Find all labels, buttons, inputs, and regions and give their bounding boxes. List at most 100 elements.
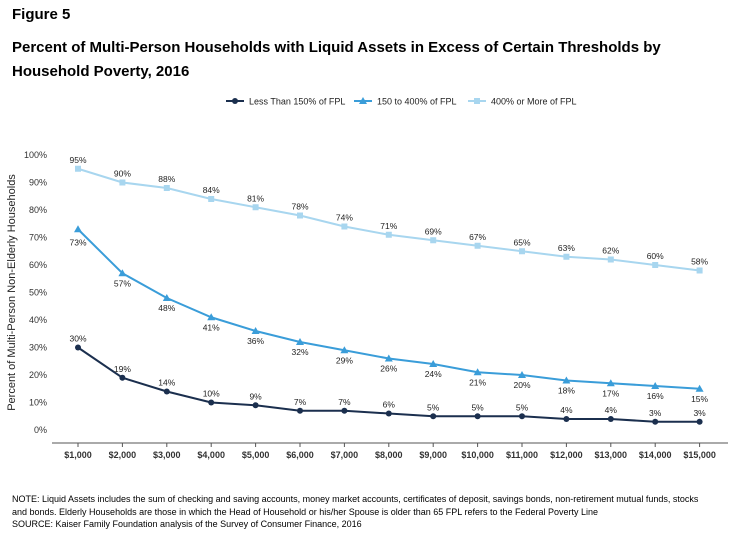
- data-label: 78%: [291, 202, 308, 212]
- legend-label: 150 to 400% of FPL: [377, 97, 457, 107]
- data-point: [562, 376, 571, 384]
- x-tick-label: $15,000: [683, 450, 716, 460]
- y-tick-label: 10%: [29, 398, 47, 408]
- data-label: 60%: [647, 251, 664, 261]
- data-label: 95%: [69, 155, 86, 165]
- x-tick-label: $4,000: [197, 450, 225, 460]
- data-point: [119, 374, 126, 381]
- data-point: [297, 407, 303, 414]
- data-label: 71%: [380, 221, 397, 231]
- x-tick-label: $10,000: [461, 450, 494, 460]
- y-tick-label: 0%: [34, 425, 47, 435]
- y-tick-label: 30%: [29, 343, 47, 353]
- source-text: SOURCE: Kaiser Family Foundation analysi…: [12, 519, 362, 529]
- x-tick-label: $1,000: [64, 450, 92, 460]
- data-point: [474, 413, 481, 420]
- data-label: 5%: [471, 402, 484, 412]
- x-tick-label: $6,000: [286, 450, 314, 460]
- data-point: [75, 165, 81, 172]
- data-label: 65%: [513, 237, 530, 247]
- data-point: [162, 294, 171, 301]
- y-tick-label: 40%: [29, 315, 47, 325]
- data-point: [118, 269, 127, 277]
- data-label: 84%: [203, 185, 220, 195]
- legend-label: Less Than 150% of FPL: [249, 97, 345, 107]
- y-tick-label: 100%: [24, 150, 47, 160]
- data-label: 32%: [291, 347, 308, 357]
- data-label: 26%: [380, 364, 397, 374]
- data-point: [252, 204, 259, 211]
- data-label: 90%: [114, 169, 131, 179]
- y-tick-label: 60%: [29, 260, 47, 270]
- data-point: [518, 371, 526, 378]
- data-point: [297, 212, 303, 219]
- y-tick-label: 20%: [29, 370, 47, 380]
- legend-marker: [359, 97, 367, 104]
- x-tick-label: $14,000: [639, 450, 672, 460]
- data-label: 41%: [203, 322, 220, 332]
- data-label: 20%: [513, 380, 530, 390]
- data-point: [696, 418, 703, 425]
- x-tick-label: $5,000: [242, 450, 270, 460]
- y-tick-label: 80%: [29, 205, 47, 215]
- data-point: [252, 402, 259, 409]
- data-point: [75, 344, 81, 351]
- data-point: [251, 327, 260, 334]
- data-point: [695, 384, 704, 392]
- data-point: [74, 225, 82, 233]
- data-point: [296, 338, 304, 345]
- data-label: 36%: [247, 336, 264, 346]
- data-point: [430, 237, 437, 244]
- data-label: 15%: [691, 394, 708, 404]
- data-point: [696, 267, 703, 274]
- data-point: [563, 253, 570, 260]
- x-tick-label: $2,000: [109, 450, 137, 460]
- data-point: [384, 354, 393, 362]
- y-axis-label: Percent of Multi-Person Non-Elderly Hous…: [6, 174, 18, 411]
- data-label: 62%: [602, 246, 619, 256]
- data-point: [430, 413, 437, 420]
- data-point: [341, 223, 348, 230]
- data-point: [651, 382, 660, 389]
- data-point: [163, 185, 170, 191]
- data-label: 58%: [691, 257, 708, 267]
- data-label: 16%: [647, 391, 664, 401]
- data-label: 18%: [558, 386, 575, 396]
- data-point: [208, 196, 215, 202]
- x-tick-label: $7,000: [331, 450, 359, 460]
- x-tick-label: $9,000: [419, 450, 447, 460]
- data-point: [340, 346, 349, 354]
- data-point: [519, 248, 525, 255]
- data-point: [385, 231, 392, 238]
- data-point: [341, 407, 348, 414]
- note-text: NOTE: Liquid Assets includes the sum of …: [12, 494, 699, 517]
- legend-label: 400% or More of FPL: [491, 97, 577, 107]
- data-label: 73%: [69, 237, 86, 247]
- notes: NOTE: Liquid Assets includes the sum of …: [12, 493, 712, 531]
- data-labels: 30% 19% 14% 10% 9% 7% 7% 6% 5% 5% 5% 4% 4% 3% 3% 73% 57%…: [69, 155, 708, 418]
- x-tick-label: $8,000: [375, 450, 403, 460]
- x-axis: $1,000 $2,000 $3,000 $4,000 $5,000 $6,000 $7,0…: [52, 442, 728, 460]
- data-label: 21%: [469, 377, 486, 387]
- data-point: [429, 360, 438, 367]
- data-label: 5%: [516, 402, 529, 412]
- data-point: [607, 416, 614, 422]
- data-label: 5%: [427, 402, 440, 412]
- data-label: 14%: [158, 378, 175, 388]
- x-tick-label: $11,000: [506, 450, 538, 460]
- data-label: 17%: [602, 388, 619, 398]
- data-point: [207, 313, 216, 321]
- legend-marker: [232, 98, 238, 104]
- data-label: 69%: [425, 226, 442, 236]
- data-label: 19%: [114, 364, 131, 374]
- series-lines: [74, 165, 704, 425]
- data-label: 74%: [336, 213, 353, 223]
- data-label: 7%: [338, 397, 351, 407]
- data-point: [607, 256, 614, 263]
- x-tick-label: $3,000: [153, 450, 181, 460]
- data-label: 81%: [247, 193, 264, 203]
- y-tick-label: 70%: [29, 233, 47, 243]
- data-label: 29%: [336, 355, 353, 365]
- y-tick-label: 90%: [29, 178, 47, 188]
